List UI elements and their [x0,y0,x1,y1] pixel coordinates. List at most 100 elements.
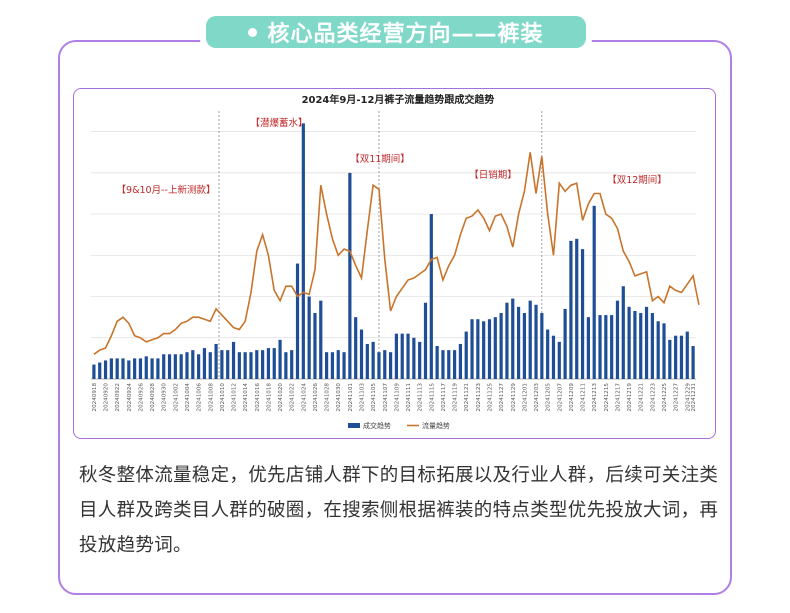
bar-deal [307,296,311,379]
bar-deal [138,358,143,379]
x-tick-label: 20241024 [301,383,307,412]
x-tick-label: 20241028 [325,383,331,412]
bar-deal [563,308,567,379]
x-tick-label: 20241231 [691,383,697,412]
section-header-inner: 核心品类经营方向——裤装 [206,16,586,48]
annotation-double12: 【双12期间】 [607,174,667,186]
x-tick-label: 20241229 [685,383,691,412]
x-tick-label: 20241205 [546,383,552,412]
bar-deal [202,348,207,379]
legend-bar-swatch [348,423,360,428]
bar-deal [231,341,236,379]
bar-deal [458,343,462,379]
bar-deal [621,286,625,379]
bar-deal [191,350,195,379]
x-tick-label: 20241006 [197,383,203,412]
bar-deal [639,313,643,379]
bar-deal [266,348,271,379]
x-tick-label: 20240924 [127,383,133,412]
bar-deal [249,352,253,379]
bar-deal [406,333,410,379]
x-tick-label: 20240930 [162,383,168,412]
bar-deal [505,302,509,379]
bar-deal [185,352,189,379]
bar-deal [394,333,399,379]
bar-deal [179,354,183,379]
bar-deal [464,331,468,379]
bar-deal [359,329,364,379]
x-tick-label: 20241203 [534,383,540,412]
x-tick-label: 20241107 [383,383,389,412]
bar-deal [679,335,684,379]
x-tick-label: 20241223 [650,383,656,412]
bar-deal [412,337,416,379]
bar-deal [511,298,515,379]
x-tick-label: 20241221 [639,383,645,412]
bar-deal [156,358,160,379]
x-tick-label: 20241129 [511,383,517,412]
x-tick-label: 20241127 [499,383,505,412]
bar-deal [569,240,573,379]
x-tick-label: 20241020 [278,383,284,412]
bar-deal [516,306,521,379]
x-tick-label: 20241022 [290,383,296,411]
bar-deal [127,360,131,379]
x-tick-label: 20241016 [255,383,261,412]
bar-deal [476,319,480,379]
x-tick-label: 20241105 [371,383,377,412]
bar-deal [330,352,335,379]
x-tick-label: 20241215 [604,383,610,412]
x-tick-label: 20241213 [592,383,598,412]
x-tick-label: 20241018 [266,383,272,412]
bar-deal [668,339,672,379]
bar-deal [470,319,474,379]
bar-deal [493,317,497,379]
bar-deal [226,350,230,379]
bar-deal [272,348,276,379]
bar-deal [220,350,224,379]
bar-deal [482,321,486,379]
x-tick-label: 20241117 [441,383,447,412]
bar-series-deal [92,123,695,379]
bar-deal [144,356,148,379]
bar-deal [336,350,340,379]
bar-deal [586,317,590,379]
period-dividers [218,111,543,379]
x-tick-label: 20241207 [557,383,563,412]
bar-deal [354,317,358,379]
bar-deal [261,350,265,379]
bar-deal [301,123,305,379]
x-tick-label: 20241109 [394,383,400,412]
bar-deal [447,350,451,379]
x-tick-label: 20241002 [173,383,179,411]
x-tick-label: 20240922 [115,383,121,411]
bar-deal [598,315,602,379]
legend-line-label: 流量趋势 [422,421,450,430]
description-text: 秋冬整体流量稳定，优先店铺人群下的目标拓展以及行业人群，后续可关注类目人群及跨类… [79,465,719,556]
bar-deal [237,352,241,379]
x-tick-label: 20241101 [348,383,354,412]
bar-deal [592,205,596,379]
bar-deal [685,331,689,379]
bar-deal [365,343,369,379]
bar-deal [429,214,433,379]
x-tick-label: 20241010 [220,383,226,412]
bar-deal [133,358,137,379]
bar-deal [691,346,695,379]
x-tick-label: 20241012 [232,383,238,411]
x-tick-label: 20240918 [92,383,98,412]
annotation-double11: 【双11期间】 [350,153,410,165]
x-tick-label: 20241113 [418,383,424,412]
bar-deal [610,315,614,379]
bar-deal [150,358,154,379]
line-series-traffic [93,152,700,355]
x-tick-label: 20241115 [429,383,435,412]
chart-frame: 2024年9月-12月裤子流量趋势跟成交趋势 20240918 20240920 2… [73,88,716,439]
bar-deal [400,333,404,379]
bar-deal [295,263,300,379]
bar-deal [208,352,212,379]
x-tick-label: 20241119 [453,383,459,412]
bar-deal [615,300,620,379]
bar-deal [650,313,654,379]
bar-deal [604,315,608,379]
